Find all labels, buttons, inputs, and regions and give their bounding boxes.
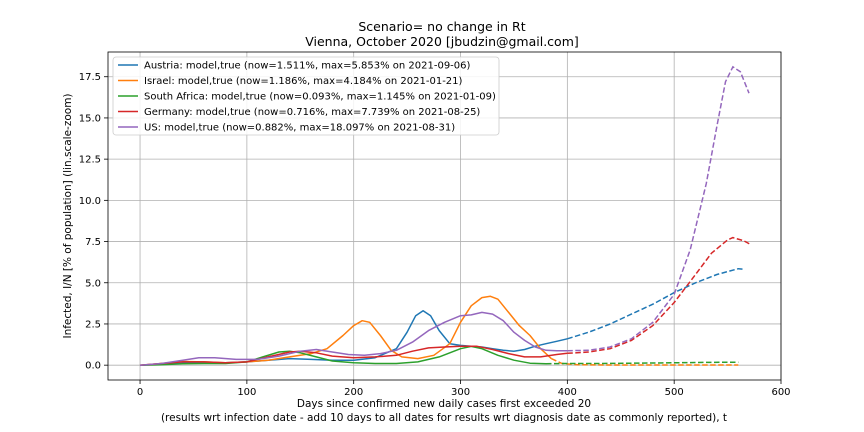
x-axis-label-line1: Days since confirmed new daily cases fir…	[297, 398, 591, 410]
legend-entry-israel: Israel: model,true (now=1.186%, max=4.18…	[144, 76, 463, 87]
y-tick-label: 2.5	[85, 319, 101, 330]
y-tick-label: 5.0	[85, 278, 101, 289]
legend-entry-austria: Austria: model,true (now=1.511%, max=5.8…	[144, 61, 471, 72]
series-line-south-africa-solid	[139, 345, 547, 366]
series-line-israel-solid	[139, 295, 552, 366]
series-line-germany-solid	[139, 345, 568, 366]
series-line-us-solid	[139, 311, 568, 366]
y-tick-label: 0.0	[85, 361, 101, 372]
x-tick-label: 300	[451, 387, 470, 398]
chart-title: Scenario= no change in Rt	[358, 19, 525, 34]
legend-box	[112, 56, 500, 136]
legend-entry-germany: Germany: model,true (now=0.716%, max=7.7…	[144, 107, 480, 118]
x-tick-label: 200	[344, 387, 363, 398]
series-line-us-dashed	[567, 65, 750, 352]
chart-subtitle: Vienna, October 2020 [jbudzin@gmail.com]	[305, 34, 579, 49]
plot-frame	[107, 51, 782, 381]
y-tick-label: 15.0	[79, 113, 101, 124]
x-tick-label: 500	[665, 387, 684, 398]
axis-ticks: 0 100 200 300 400 500 600 0.0 2.5 5.0 7.5 10.0 12.5 1…	[79, 72, 791, 398]
x-tick-label: 400	[558, 387, 577, 398]
series-line-austria-dashed	[567, 267, 744, 340]
x-tick-label: 100	[237, 387, 256, 398]
series-line-south-africa-dashed	[545, 361, 739, 365]
legend: Austria: model,true (now=1.511%, max=5.8…	[112, 56, 500, 136]
y-tick-label: 7.5	[85, 237, 101, 248]
x-tick-label: 0	[137, 387, 143, 398]
legend-entry-us: US: model,true (now=0.882%, max=18.097% …	[144, 123, 455, 134]
x-tick-label: 600	[771, 387, 790, 398]
y-tick-label: 10.0	[79, 196, 101, 207]
y-tick-label: 12.5	[79, 155, 101, 166]
series-line-germany-dashed	[567, 236, 752, 355]
y-tick-label: 17.5	[79, 72, 101, 83]
legend-entry-south-africa: South Africa: model,true (now=0.093%, ma…	[144, 92, 496, 103]
x-axis-label-line2: (results wrt infection date - add 10 day…	[161, 412, 727, 424]
series-lines	[139, 65, 752, 366]
y-axis-label: Infected, I/N [% of population] (lin.sca…	[62, 93, 74, 338]
